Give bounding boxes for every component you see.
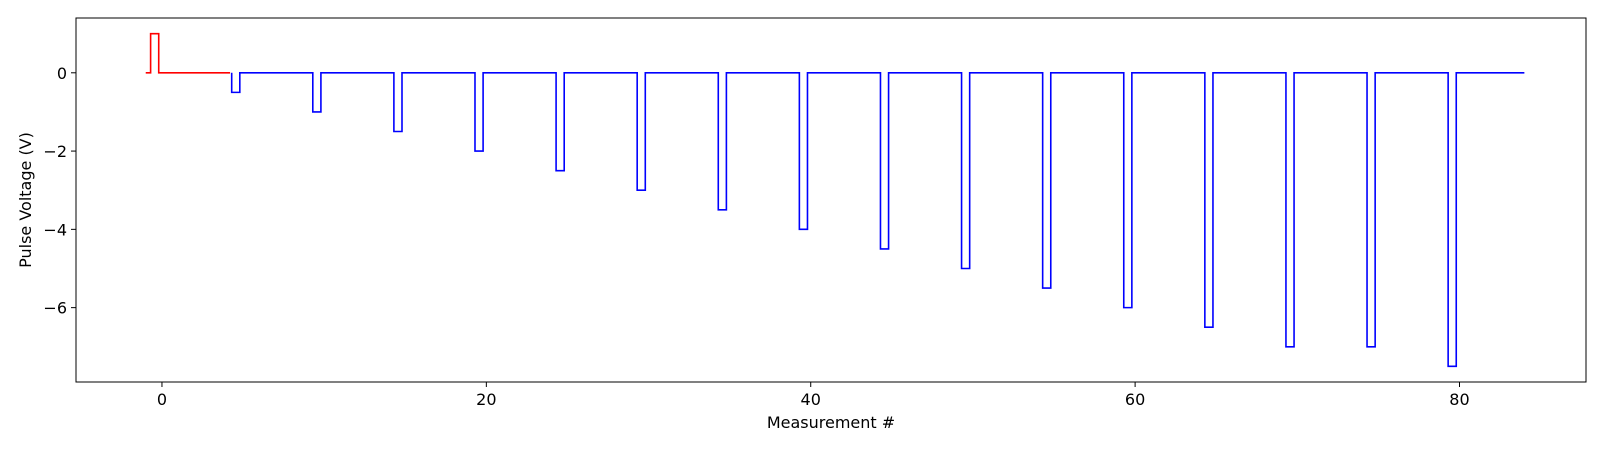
y-tick-label: −6 <box>43 299 67 318</box>
x-tick-label: 40 <box>801 390 821 409</box>
y-axis-ticks: 0 −2 −4 −6 <box>43 64 76 318</box>
plot-area-frame <box>75 17 1587 383</box>
series-line-2 <box>230 72 1525 368</box>
y-tick-label: 0 <box>57 64 67 83</box>
y-tick-label: −4 <box>43 220 67 239</box>
series-layer <box>145 32 1525 368</box>
x-axis-label: Measurement # <box>767 413 895 432</box>
y-tick-label: −2 <box>43 142 67 161</box>
x-tick-label: 20 <box>476 390 496 409</box>
series-line-1 <box>145 32 231 74</box>
x-axis-ticks: 0 20 40 60 80 <box>157 382 1470 409</box>
x-tick-label: 0 <box>157 390 167 409</box>
x-tick-label: 60 <box>1125 390 1145 409</box>
x-tick-label: 80 <box>1449 390 1469 409</box>
y-axis-label: Pulse Voltage (V) <box>16 132 35 268</box>
